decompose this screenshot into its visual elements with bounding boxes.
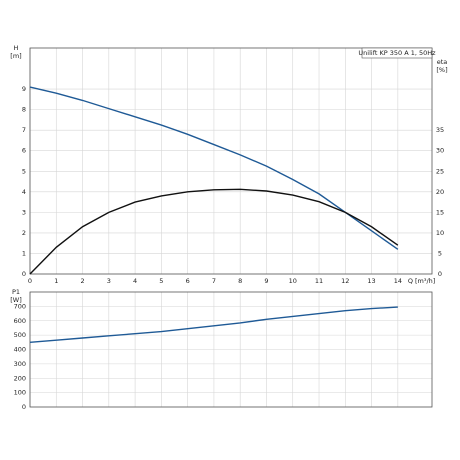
y-axis-unit: [W] [10, 296, 22, 304]
y-tick-label: 200 [14, 374, 26, 382]
curve [29, 188, 399, 275]
x-tick-label: 5 [159, 277, 163, 285]
y-tick-label: 300 [14, 360, 26, 368]
y-tick-label: 2 [22, 229, 26, 237]
x-tick-label: 13 [367, 277, 375, 285]
x-tick-label: 1 [54, 277, 58, 285]
y2-axis-unit: [%] [436, 66, 447, 74]
y2-tick-label: 5 [438, 249, 442, 257]
y2-tick-label: 10 [436, 229, 444, 237]
y-tick-label: 3 [22, 208, 26, 216]
x-tick-label: 9 [264, 277, 268, 285]
x-tick-label: 10 [289, 277, 297, 285]
x-tick-label: 7 [212, 277, 216, 285]
y-tick-label: 6 [22, 147, 26, 155]
y-tick-label: 400 [14, 346, 26, 354]
x-tick-label: 8 [238, 277, 242, 285]
y2-tick-label: 30 [436, 147, 444, 155]
y-tick-label: 500 [14, 331, 26, 339]
y-tick-label: 0 [22, 403, 26, 411]
y-axis-label: H [14, 44, 19, 52]
y2-axis-label: eta [437, 58, 448, 66]
y-tick-label: 4 [22, 188, 26, 196]
y-tick-label: 8 [22, 106, 26, 114]
y-tick-label: 9 [22, 85, 26, 93]
curve [29, 306, 398, 344]
x-tick-label: 4 [133, 277, 137, 285]
y2-tick-label: 15 [436, 208, 444, 216]
y-tick-label: 100 [14, 389, 26, 397]
x-tick-label: 14 [394, 277, 402, 285]
plot-frame [29, 47, 433, 275]
legend-title: Unilift KP 350 A 1, 50Hz [358, 49, 436, 57]
y2-tick-label: 20 [436, 188, 444, 196]
x-tick-label: 0 [28, 277, 32, 285]
y-tick-label: 1 [22, 249, 26, 257]
x-tick-label: 6 [186, 277, 190, 285]
x-tick-label: 2 [80, 277, 84, 285]
y-tick-label: 5 [22, 167, 26, 175]
y-tick-label: 700 [14, 302, 26, 310]
y-tick-label: 0 [22, 270, 26, 278]
x-tick-label: 11 [315, 277, 323, 285]
curve [29, 86, 399, 250]
y2-tick-label: 35 [436, 126, 444, 134]
y-axis-label: P1 [12, 288, 20, 296]
legend-box [361, 47, 433, 59]
y2-tick-label: 0 [438, 270, 442, 278]
x-tick-label: 3 [107, 277, 111, 285]
x-axis-label: Q [m³/h] [408, 277, 436, 285]
x-tick-label: 12 [341, 277, 349, 285]
y-axis-unit: [m] [10, 52, 21, 60]
y-tick-label: 7 [22, 126, 26, 134]
y-tick-label: 600 [14, 317, 26, 325]
plot-frame [29, 291, 433, 408]
y2-tick-label: 25 [436, 167, 444, 175]
